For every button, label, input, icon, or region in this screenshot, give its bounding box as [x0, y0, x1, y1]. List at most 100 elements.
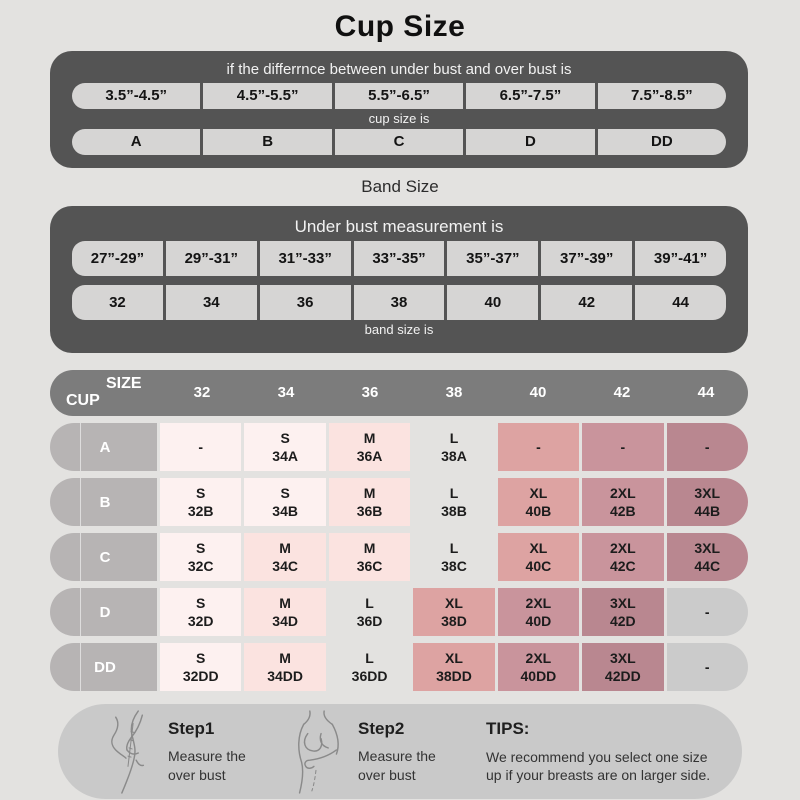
matrix-col-header: 44 [697, 384, 715, 401]
size-cell: 2XL 40DD [497, 643, 580, 691]
size-label: M [279, 539, 291, 556]
size-label: 3XL [609, 594, 636, 611]
band-range-cell: 33”-35” [353, 241, 445, 276]
matrix-row-dd: DD S 32DD M 34DD L 36DD XL 38DD 2XL 40DD 3XL 4… [50, 643, 748, 691]
size-label: M [363, 429, 376, 446]
band-range-cell: 31”-33” [259, 241, 351, 276]
size-label: L [449, 429, 459, 446]
size-label: - [704, 438, 710, 455]
size-cell: - [666, 588, 748, 636]
matrix-row-b: B S 32B S 34B M 36B L 38B XL 40B 2XL 42B 3XL 44… [50, 478, 748, 526]
size-label: L [365, 649, 374, 666]
band-range-cell: 39”-41” [635, 241, 726, 276]
tips-title: TIPS: [486, 718, 530, 738]
size-label: - [198, 438, 204, 455]
diff-range-cell: 3.5”-4.5” [72, 83, 201, 109]
size-cell: 3XL 42DD [582, 643, 664, 691]
size-code: 40C [525, 558, 552, 574]
size-cell: - [666, 643, 748, 691]
matrix-row-a: A - S 34A M 36A L 38A - - - [50, 423, 748, 471]
matrix-col-header: 38 [445, 384, 463, 401]
size-cell: L 38C [413, 533, 494, 581]
cup-letter-row: A B C D DD [72, 129, 726, 155]
size-cell: - [582, 423, 664, 471]
cup-letter-cell: C [334, 129, 464, 155]
corner-size-label: SIZE [106, 375, 142, 392]
size-code: 38D [441, 613, 467, 629]
size-cell: M 34D [244, 588, 326, 636]
size-cell: S 34B [244, 478, 326, 526]
size-code: 42D [609, 613, 636, 629]
diff-range-cell: 4.5”-5.5” [203, 83, 332, 109]
size-cell: M 34C [244, 533, 326, 581]
size-code: 32DD [182, 668, 219, 684]
size-code: 42DD [604, 668, 641, 684]
size-cell: 3XL 44C [666, 533, 748, 581]
matrix-col-header: 32 [193, 384, 211, 401]
size-label: XL [529, 539, 548, 556]
size-code: 34D [272, 613, 298, 629]
step1-text: Measure the over bust [168, 748, 246, 783]
band-range-cell: 37”-39” [541, 241, 633, 276]
cup-size-table: if the differrnce between under bust and… [50, 51, 748, 168]
size-cell: XL 38DD [413, 643, 495, 691]
size-label: 3XL [694, 484, 721, 501]
size-cell: 2XL 40D [497, 588, 580, 636]
cup-size-is-caption: cup size is [368, 111, 430, 126]
band-size-table: Under bust measurement is 27”-29” 29”-31… [50, 206, 748, 353]
size-label: M [363, 539, 376, 556]
size-cell: - [497, 423, 580, 471]
size-cell: 3XL 42D [582, 588, 664, 636]
band-range-cell: 35”-37” [447, 241, 539, 276]
size-code: 36DD [351, 668, 388, 684]
size-label: S [196, 484, 206, 501]
diff-range-cell: 5.5”-6.5” [334, 83, 464, 109]
size-cell: S 32DD [160, 643, 242, 691]
row-label: DD [50, 643, 157, 691]
size-code: 34DD [267, 668, 304, 684]
size-cell: L 36D [329, 588, 410, 636]
size-code: 40B [525, 503, 552, 519]
matrix-col-header: 34 [277, 384, 295, 401]
step1-title: Step1 [168, 719, 215, 739]
size-code: 32B [187, 503, 214, 519]
cup-letter-cell: D [466, 129, 595, 155]
size-code: 32D [187, 613, 214, 629]
size-label: 2XL [609, 484, 636, 501]
size-cell: 2XL 42B [582, 478, 664, 526]
size-code: 38B [441, 503, 467, 519]
page-title: Cup Size [334, 10, 466, 43]
band-size-title: Band Size [361, 177, 439, 196]
size-cell: M 36A [328, 423, 411, 471]
size-label: XL [445, 649, 463, 666]
matrix-col-header: 36 [361, 384, 379, 401]
step2-illustration-icon [286, 709, 350, 795]
size-cell: 2XL 42C [582, 533, 664, 581]
size-code: 38A [441, 448, 467, 464]
diff-range-cell: 6.5”-7.5” [466, 83, 595, 109]
size-label: M [279, 594, 291, 611]
size-cell: S 34A [244, 423, 326, 471]
matrix-row-c: C S 32C M 34C M 36C L 38C XL 40C 2XL 42C 3XL 44… [50, 533, 748, 581]
size-label: - [620, 438, 626, 455]
size-label: 2XL [525, 594, 552, 611]
cup-letter-cell: B [203, 129, 332, 155]
size-cell: XL 40B [497, 478, 580, 526]
size-code: 32C [187, 558, 214, 574]
step1-illustration-icon [96, 709, 160, 795]
measuring-guide: Step1 Measure the over bust Step2 Measur… [58, 704, 742, 799]
step1-block: Step1 Measure the over bust [168, 719, 272, 784]
size-cell: L 36DD [329, 643, 410, 691]
size-label: 2XL [525, 649, 552, 666]
size-label: - [704, 603, 710, 620]
size-code: 34C [272, 558, 298, 574]
size-code: 44B [694, 503, 721, 519]
matrix-header: SIZE CUP 32 34 36 38 40 42 44 [50, 370, 748, 416]
size-cell: L 38A [413, 423, 494, 471]
diff-range-cell: 7.5”-8.5” [597, 83, 726, 109]
row-label: C [50, 533, 157, 581]
size-label: - [704, 658, 710, 675]
size-cell: 3XL 44B [666, 478, 748, 526]
matrix-corner: SIZE CUP [50, 370, 160, 416]
step2-title: Step2 [358, 719, 405, 739]
